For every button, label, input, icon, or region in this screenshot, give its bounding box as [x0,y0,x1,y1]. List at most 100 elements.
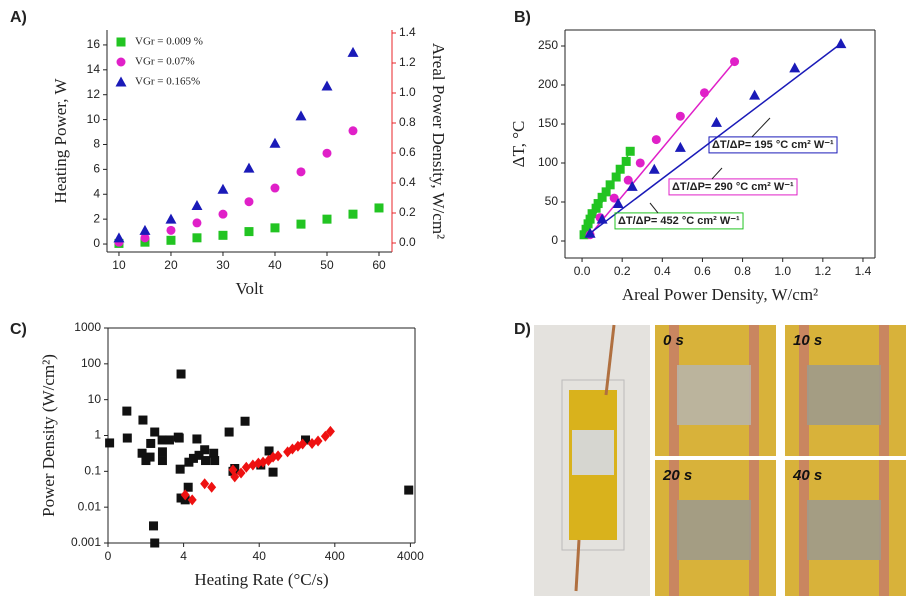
y-tick-label: 100 [81,356,101,370]
point [139,224,151,235]
panel-label: C) [10,321,27,338]
y-tick-label: 0 [551,233,558,247]
point [157,456,167,466]
point [150,538,160,548]
point [404,485,414,495]
photo-electrode [669,460,679,596]
photo-sample [572,430,614,475]
y-tick-label: 0.001 [71,535,101,549]
point [157,447,167,457]
point [137,448,147,458]
point [374,203,384,213]
point [270,183,280,193]
y-tick-label: 10 [88,392,102,406]
point [612,198,624,209]
point [587,209,597,219]
y-tick-label: 12 [87,87,101,101]
legend-marker [116,57,126,67]
time-label: 10 s [793,332,822,349]
annotation-arrow [711,167,723,180]
y-tick-label: 10 [87,112,101,126]
point [166,235,176,245]
x-tick-label: 0.4 [654,264,671,278]
x-tick-label: 50 [320,258,334,272]
point [322,148,332,158]
x-tick-label: 4 [180,549,187,563]
point [605,180,615,190]
point [149,521,159,531]
time-label: 20 s [662,467,692,484]
annotation: ΔT/ΔP= 290 °C cm² W⁻¹ [672,181,794,193]
point [621,156,631,166]
point [224,427,234,437]
x-tick-label: 0.0 [574,264,591,278]
photo-wire [604,324,616,396]
photo-wire [574,539,581,592]
panel-label: D) [514,321,531,338]
point [201,456,211,466]
point [146,438,156,448]
annotation: ΔT/ΔP= 452 °C cm² W⁻¹ [618,215,740,227]
x-tick-label: 40 [268,258,282,272]
x-tick-label: 60 [372,258,386,272]
y2-tick-label: 0.2 [399,205,416,219]
annotation-arrow [751,117,771,138]
annotation-box [668,178,798,196]
photo-sample [807,500,881,560]
point [623,175,633,185]
point [180,489,190,501]
point [194,450,204,460]
point [191,199,203,210]
y-tick-label: 14 [87,62,101,76]
point [699,88,709,98]
fit-line [589,43,842,234]
point [273,450,283,462]
point [584,227,596,238]
y-tick-label: 16 [87,37,101,51]
y-tick-label: 0 [93,236,100,250]
point [236,467,246,479]
point [184,457,194,467]
point [625,146,635,156]
photo-sample [677,500,751,560]
point [611,172,621,182]
point [200,478,210,490]
x-tick-label: 40 [253,549,267,563]
annotation-box [708,136,838,154]
y-tick-label: 8 [93,137,100,151]
point [296,219,306,229]
y-tick-label: 0.01 [78,499,102,513]
y2-tick-label: 0.4 [399,175,416,189]
y-tick-label: 100 [538,155,558,169]
point [268,467,278,477]
x-tick-label: 0 [105,549,112,563]
point [296,167,306,177]
legend-label: VGr = 0.165% [135,76,200,88]
x-tick-label: 0.8 [734,264,751,278]
point [165,213,177,224]
point [244,197,254,207]
x-tick-label: 20 [164,258,178,272]
panel-label: A) [10,9,27,26]
y2-tick-label: 0.6 [399,145,416,159]
point [609,193,619,203]
x-tick-label: 1.4 [855,264,872,278]
point [348,126,358,136]
point [298,438,308,450]
point [175,464,185,474]
point [585,214,595,224]
photo-electrode [669,325,679,456]
point [200,445,210,455]
point [122,406,132,416]
point [207,481,217,493]
point [145,452,155,462]
point [122,433,132,443]
y-tick-label: 200 [538,77,558,91]
point [218,209,228,219]
point [322,214,332,224]
point [192,233,202,243]
point [183,482,193,492]
point [270,223,280,233]
point [138,415,148,425]
point [244,227,254,237]
